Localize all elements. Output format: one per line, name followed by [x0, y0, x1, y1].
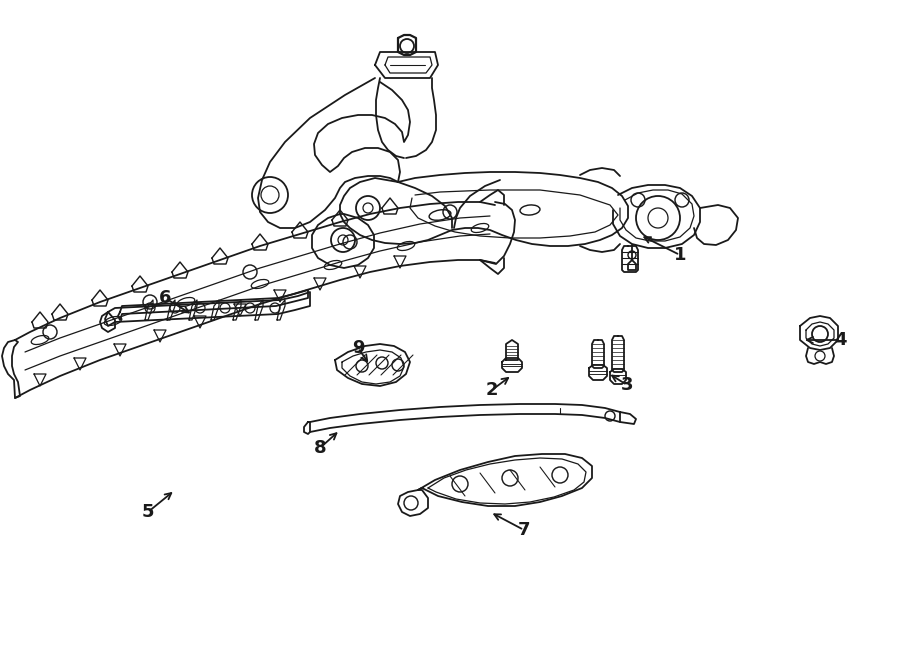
Text: 8: 8	[314, 439, 327, 457]
Text: 6: 6	[158, 289, 171, 307]
Text: 3: 3	[621, 376, 634, 394]
Text: 2: 2	[486, 381, 499, 399]
Text: 1: 1	[674, 246, 686, 264]
Text: 5: 5	[142, 503, 154, 521]
Text: 7: 7	[518, 521, 530, 539]
Text: 4: 4	[833, 331, 846, 349]
Text: 9: 9	[352, 339, 365, 357]
